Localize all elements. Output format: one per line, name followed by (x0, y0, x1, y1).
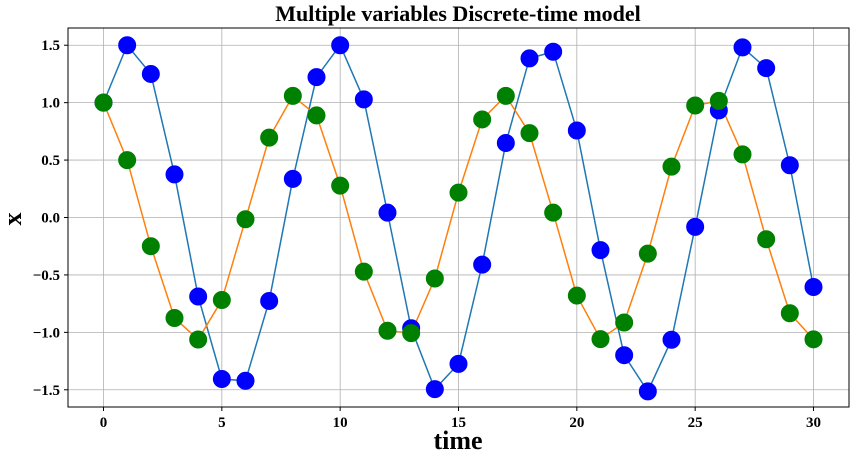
series-0-point-8 (283, 169, 302, 188)
y-tick-label-0: −1.5 (33, 383, 60, 399)
x-tick-label-15: 15 (451, 415, 466, 431)
y-tick-label-6: 1.5 (41, 38, 60, 54)
series-1-point-25 (686, 96, 705, 115)
series-1-point-27 (733, 145, 752, 164)
y-tick-label-2: −0.5 (33, 268, 60, 284)
series-1-point-29 (780, 304, 799, 323)
series-1-point-5 (212, 291, 231, 310)
series-0-point-30 (804, 277, 823, 296)
series-0-point-24 (662, 330, 681, 349)
x-tick-label-30: 30 (806, 415, 821, 431)
series-0-point-29 (780, 156, 799, 175)
series-1-point-3 (165, 308, 184, 327)
series-0-point-23 (638, 382, 657, 401)
ticks-layer: 0 5 10 15 20 25 30 −1.5 −1.0 −0.5 0.0 0.5 1.0 1.5 (33, 38, 821, 431)
series-0-point-15 (449, 354, 468, 373)
y-tick-label-4: 0.5 (41, 153, 60, 169)
y-tick-label-1: −1.0 (33, 325, 60, 341)
points-layer (94, 36, 823, 401)
series-1-point-7 (260, 128, 279, 147)
series-1-point-26 (709, 91, 728, 110)
x-axis-label: time (433, 426, 482, 455)
grid-layer (68, 28, 849, 407)
series-1-point-19 (544, 203, 563, 222)
series-1-point-8 (283, 86, 302, 105)
chart-title: Multiple variables Discrete-time model (275, 1, 641, 26)
series-1-point-15 (449, 183, 468, 202)
y-tick-label-5: 1.0 (41, 96, 60, 112)
series-0-point-25 (686, 217, 705, 236)
series-0-point-2 (141, 64, 160, 83)
series-0-point-22 (615, 346, 634, 365)
x-tick-label-5: 5 (218, 415, 226, 431)
series-1-point-17 (496, 86, 515, 105)
series-0-point-28 (757, 59, 776, 78)
series-0-point-20 (567, 121, 586, 140)
series-0-point-12 (378, 203, 397, 222)
series-0-point-19 (544, 42, 563, 61)
series-1-point-18 (520, 124, 539, 143)
series-1-point-20 (567, 286, 586, 305)
series-1-point-10 (331, 176, 350, 195)
series-1-point-6 (236, 210, 255, 229)
x-tick-label-10: 10 (333, 415, 348, 431)
series-0-point-3 (165, 165, 184, 184)
series-0-point-10 (331, 36, 350, 55)
x-tick-label-0: 0 (100, 415, 108, 431)
series-0-point-7 (260, 291, 279, 310)
series-1-point-0 (94, 93, 113, 112)
x-tick-label-25: 25 (688, 415, 703, 431)
series-1-point-14 (425, 269, 444, 288)
series-0-point-27 (733, 38, 752, 57)
series-1-point-4 (189, 330, 208, 349)
series-1-point-22 (615, 313, 634, 332)
series-1-point-12 (378, 321, 397, 340)
series-0-point-5 (212, 370, 231, 389)
series-1-point-11 (354, 262, 373, 281)
series-1-point-9 (307, 106, 326, 125)
series-1-point-1 (118, 151, 137, 170)
series-0-point-17 (496, 134, 515, 153)
series-0-point-14 (425, 380, 444, 399)
series-1-point-28 (757, 230, 776, 249)
series-0-point-18 (520, 49, 539, 68)
y-tick-label-3: 0.0 (41, 211, 60, 227)
series-1-point-2 (141, 237, 160, 256)
series-1-point-30 (804, 330, 823, 349)
series-1-point-24 (662, 157, 681, 176)
x-tick-label-20: 20 (569, 415, 584, 431)
series-0-point-4 (189, 287, 208, 306)
series-0-point-21 (591, 241, 610, 260)
series-1-point-23 (638, 244, 657, 263)
series-1-point-13 (402, 324, 421, 343)
series-0-point-16 (473, 255, 492, 274)
series-0-point-11 (354, 90, 373, 109)
y-axis-label: x (0, 213, 27, 226)
series-1-point-21 (591, 330, 610, 349)
series-0-point-9 (307, 68, 326, 87)
series-0-point-1 (118, 36, 137, 55)
series-1-point-16 (473, 110, 492, 129)
series-0-point-6 (236, 371, 255, 390)
